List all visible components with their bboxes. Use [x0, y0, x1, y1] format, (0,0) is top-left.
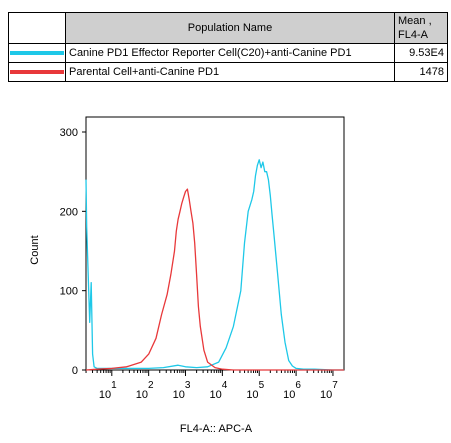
- y-tick-label: 0: [72, 365, 78, 377]
- x-tick-label: 101: [99, 380, 117, 401]
- legend-row-mean: 1478: [394, 62, 448, 82]
- mean-header-line2: FL4-A: [398, 29, 428, 41]
- y-tick-label: 100: [60, 286, 78, 298]
- legend-row-mean: 9.53E4: [394, 43, 448, 63]
- y-axis-label: Count: [29, 235, 41, 264]
- x-tick-label: 107: [320, 380, 338, 401]
- legend-row: Parental Cell+anti-Canine PD1 1478: [8, 62, 448, 82]
- population-legend-table: Population Name Mean , FL4-A Canine PD1 E…: [8, 12, 448, 82]
- legend-row: Canine PD1 Effector Reporter Cell(C20)+a…: [8, 43, 448, 63]
- y-tick-label: 200: [60, 206, 78, 218]
- x-tick-label: 106: [283, 380, 301, 401]
- mean-header-line1: Mean ,: [398, 15, 432, 27]
- x-tick-label: 105: [246, 380, 264, 401]
- series-line-cyan: [85, 159, 344, 371]
- x-tick-label: 102: [136, 380, 154, 401]
- legend-row-name: Canine PD1 Effector Reporter Cell(C20)+a…: [65, 43, 395, 63]
- x-axis-label: FL4-A:: APC-A: [180, 423, 253, 435]
- x-tick-label: 103: [173, 380, 191, 401]
- legend-swatch-header: [8, 12, 66, 44]
- series-line-red: [85, 188, 344, 371]
- plot-area-frame: [85, 116, 345, 371]
- mean-header: Mean , FL4-A: [394, 12, 448, 44]
- legend-swatch-red: [10, 70, 64, 74]
- x-tick-label: 104: [209, 380, 227, 401]
- legend-swatch-cyan: [10, 51, 64, 55]
- y-tick-label: 300: [60, 127, 78, 139]
